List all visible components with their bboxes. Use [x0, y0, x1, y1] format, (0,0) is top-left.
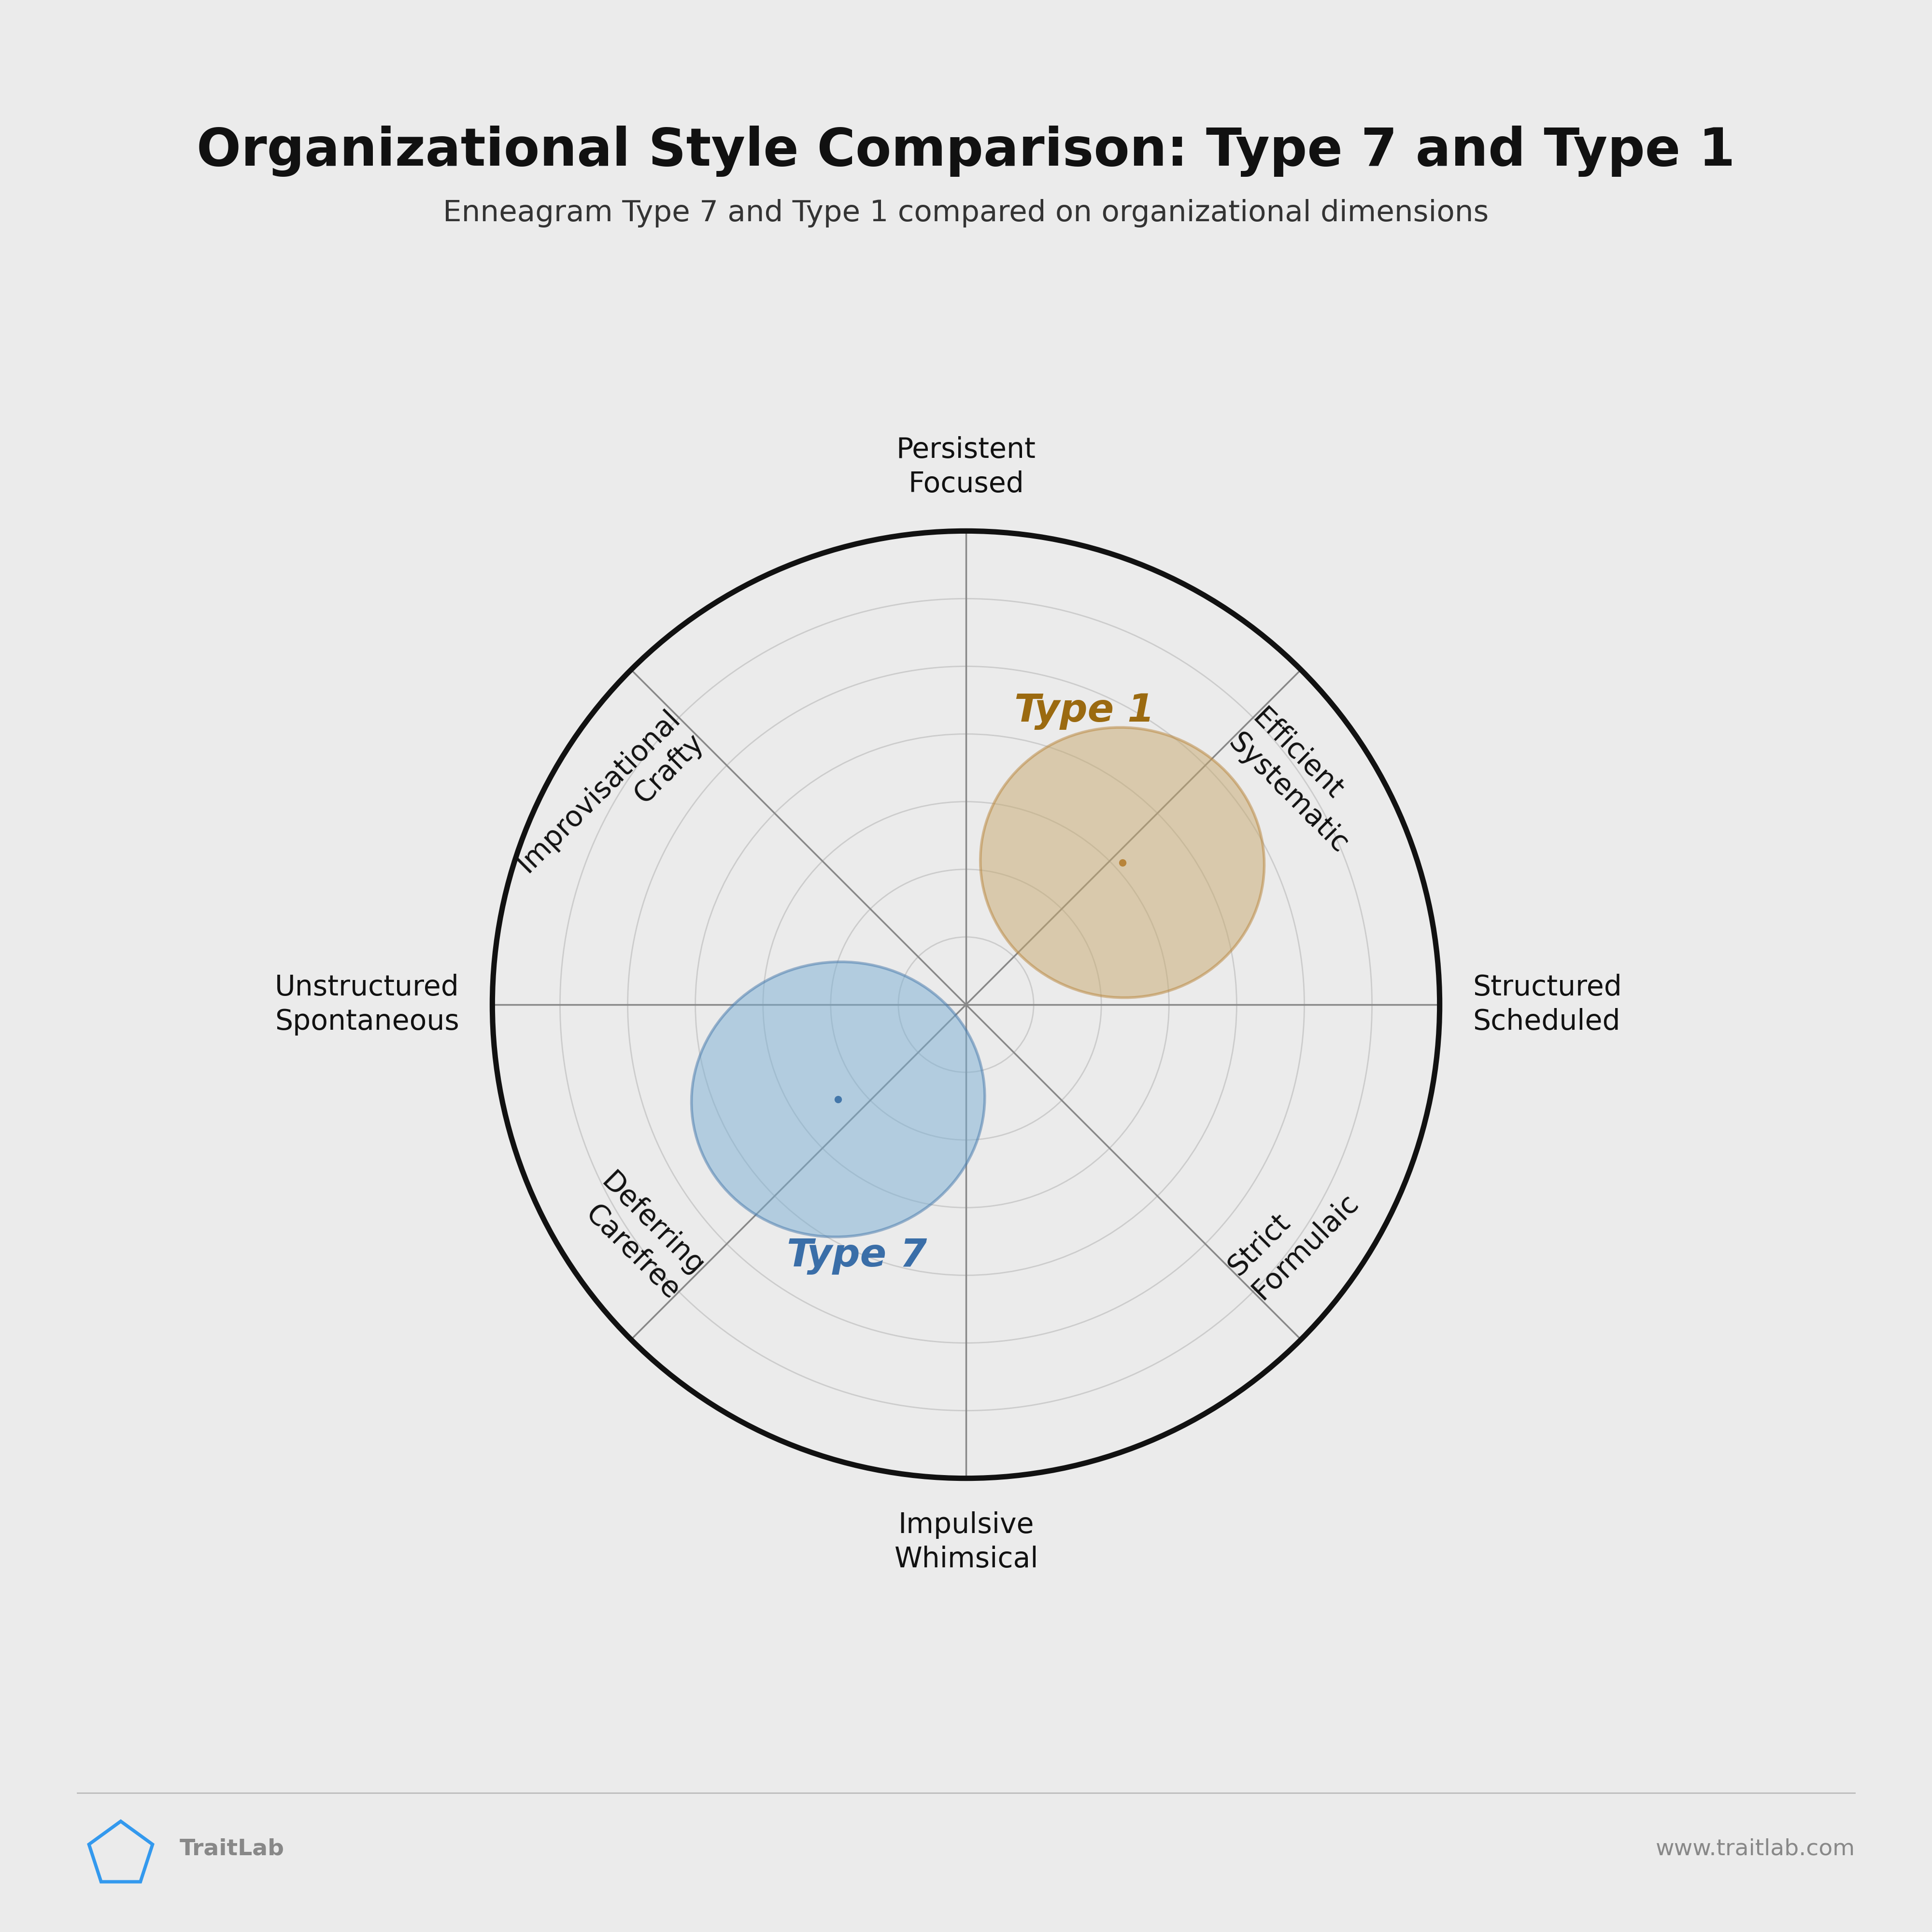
- Text: Efficient
Systematic: Efficient Systematic: [1223, 703, 1378, 858]
- Text: Organizational Style Comparison: Type 7 and Type 1: Organizational Style Comparison: Type 7 …: [197, 126, 1735, 178]
- Text: Type 1: Type 1: [1014, 692, 1155, 730]
- Text: Structured
Scheduled: Structured Scheduled: [1472, 974, 1623, 1036]
- Text: www.traitlab.com: www.traitlab.com: [1656, 1837, 1855, 1861]
- Text: Persistent
Focused: Persistent Focused: [896, 437, 1036, 498]
- Text: Improvisational
Crafty: Improvisational Crafty: [512, 703, 709, 902]
- Ellipse shape: [692, 962, 985, 1236]
- Text: Enneagram Type 7 and Type 1 compared on organizational dimensions: Enneagram Type 7 and Type 1 compared on …: [442, 199, 1490, 228]
- Text: Deferring
Carefree: Deferring Carefree: [572, 1167, 709, 1306]
- Text: Impulsive
Whimsical: Impulsive Whimsical: [895, 1511, 1037, 1573]
- Text: Strict
Formulaic: Strict Formulaic: [1223, 1165, 1364, 1306]
- Text: Unstructured
Spontaneous: Unstructured Spontaneous: [274, 974, 460, 1036]
- Text: Type 7: Type 7: [786, 1236, 927, 1275]
- Ellipse shape: [980, 728, 1264, 997]
- Text: TraitLab: TraitLab: [180, 1837, 284, 1861]
